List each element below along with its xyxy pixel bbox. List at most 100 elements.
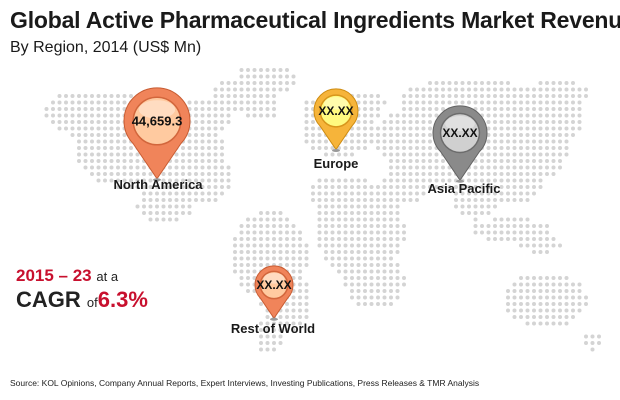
map-dot	[467, 100, 471, 105]
map-dot	[116, 139, 120, 144]
map-dot	[57, 100, 62, 105]
map-dot	[363, 250, 367, 254]
map-dot	[317, 139, 322, 144]
map-dot	[545, 172, 549, 176]
map-dot	[499, 152, 504, 157]
map-dot	[83, 139, 88, 144]
map-dot	[402, 237, 406, 241]
map-dot	[246, 68, 250, 72]
map-dot	[304, 308, 309, 313]
map-dot	[421, 126, 426, 131]
map-dot	[551, 302, 556, 306]
map-dot	[285, 68, 289, 72]
map-dot	[525, 120, 530, 124]
map-dot	[493, 120, 497, 124]
map-dot	[421, 185, 426, 189]
map-dot	[525, 87, 530, 92]
map-dot	[473, 230, 478, 235]
map-dot	[259, 302, 263, 306]
map-dot	[129, 165, 133, 170]
map-dot	[168, 172, 172, 176]
map-dot	[272, 224, 276, 228]
map-dot	[298, 269, 302, 274]
map-dot	[545, 282, 549, 287]
map-dot	[317, 217, 322, 222]
map-dot	[538, 120, 543, 124]
map-dot	[421, 146, 426, 150]
map-dot	[525, 100, 530, 105]
map-dot	[512, 139, 517, 144]
map-dot	[486, 224, 491, 228]
map-dot	[369, 139, 374, 144]
map-dot	[103, 165, 107, 170]
map-dot	[161, 198, 166, 202]
map-dot	[83, 152, 88, 157]
map-dot	[402, 191, 406, 196]
map-dot	[382, 269, 387, 274]
map-dot	[291, 81, 296, 85]
map-dot	[558, 146, 562, 150]
map-dot	[148, 204, 153, 209]
map-dot	[298, 308, 302, 313]
map-dot	[350, 139, 354, 144]
map-dot	[311, 120, 315, 124]
map-dot	[200, 165, 205, 170]
map-dot	[363, 185, 367, 189]
map-dot	[252, 256, 257, 261]
map-dot	[194, 107, 198, 111]
map-dot	[90, 94, 94, 98]
map-dot	[493, 152, 497, 157]
map-dot	[304, 289, 309, 293]
map-dot	[181, 191, 185, 196]
map-dot	[285, 315, 289, 319]
map-dot	[376, 211, 380, 215]
map-dot	[376, 224, 380, 228]
map-dot	[382, 237, 387, 241]
asia-pacific-label: Asia Pacific	[427, 181, 501, 196]
map-dot	[376, 302, 380, 306]
map-dot	[564, 152, 569, 157]
map-dot	[532, 113, 536, 118]
map-dot	[77, 159, 81, 163]
map-dot	[194, 133, 198, 137]
map-dot	[174, 211, 179, 215]
map-dot	[421, 159, 426, 163]
map-dot	[376, 107, 380, 111]
map-dot	[350, 276, 354, 280]
map-dot	[538, 321, 543, 326]
map-dot	[356, 146, 361, 150]
map-dot	[363, 243, 367, 248]
map-dot	[363, 237, 367, 241]
map-dot	[415, 100, 419, 105]
map-dot	[278, 211, 283, 215]
map-dot	[356, 237, 361, 241]
map-dot	[577, 282, 582, 287]
map-dot	[415, 165, 419, 170]
map-dot	[246, 243, 250, 248]
map-dot	[382, 230, 387, 235]
map-dot	[187, 152, 192, 157]
map-dot	[532, 100, 536, 105]
map-dot	[116, 133, 120, 137]
map-dot	[343, 276, 348, 280]
map-dot	[395, 211, 400, 215]
map-dot	[285, 302, 289, 306]
map-dot	[499, 217, 504, 222]
map-dot	[558, 308, 562, 313]
map-dot	[571, 133, 575, 137]
map-dot	[486, 126, 491, 131]
map-dot	[343, 269, 348, 274]
map-dot	[519, 191, 523, 196]
map-dot	[499, 126, 504, 131]
map-dot	[226, 113, 231, 118]
map-dot	[304, 243, 309, 248]
map-dot	[512, 289, 517, 293]
map-dot	[499, 237, 504, 241]
map-dot	[226, 100, 231, 105]
map-dot	[532, 230, 536, 235]
map-dot	[382, 243, 387, 248]
map-dot	[467, 178, 471, 183]
map-dot	[421, 165, 426, 170]
map-dot	[369, 256, 374, 261]
map-dot	[265, 224, 270, 228]
